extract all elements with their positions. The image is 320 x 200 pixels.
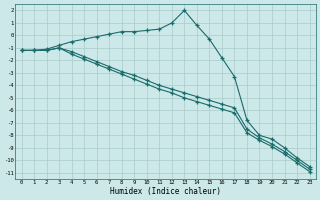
- X-axis label: Humidex (Indice chaleur): Humidex (Indice chaleur): [110, 187, 221, 196]
